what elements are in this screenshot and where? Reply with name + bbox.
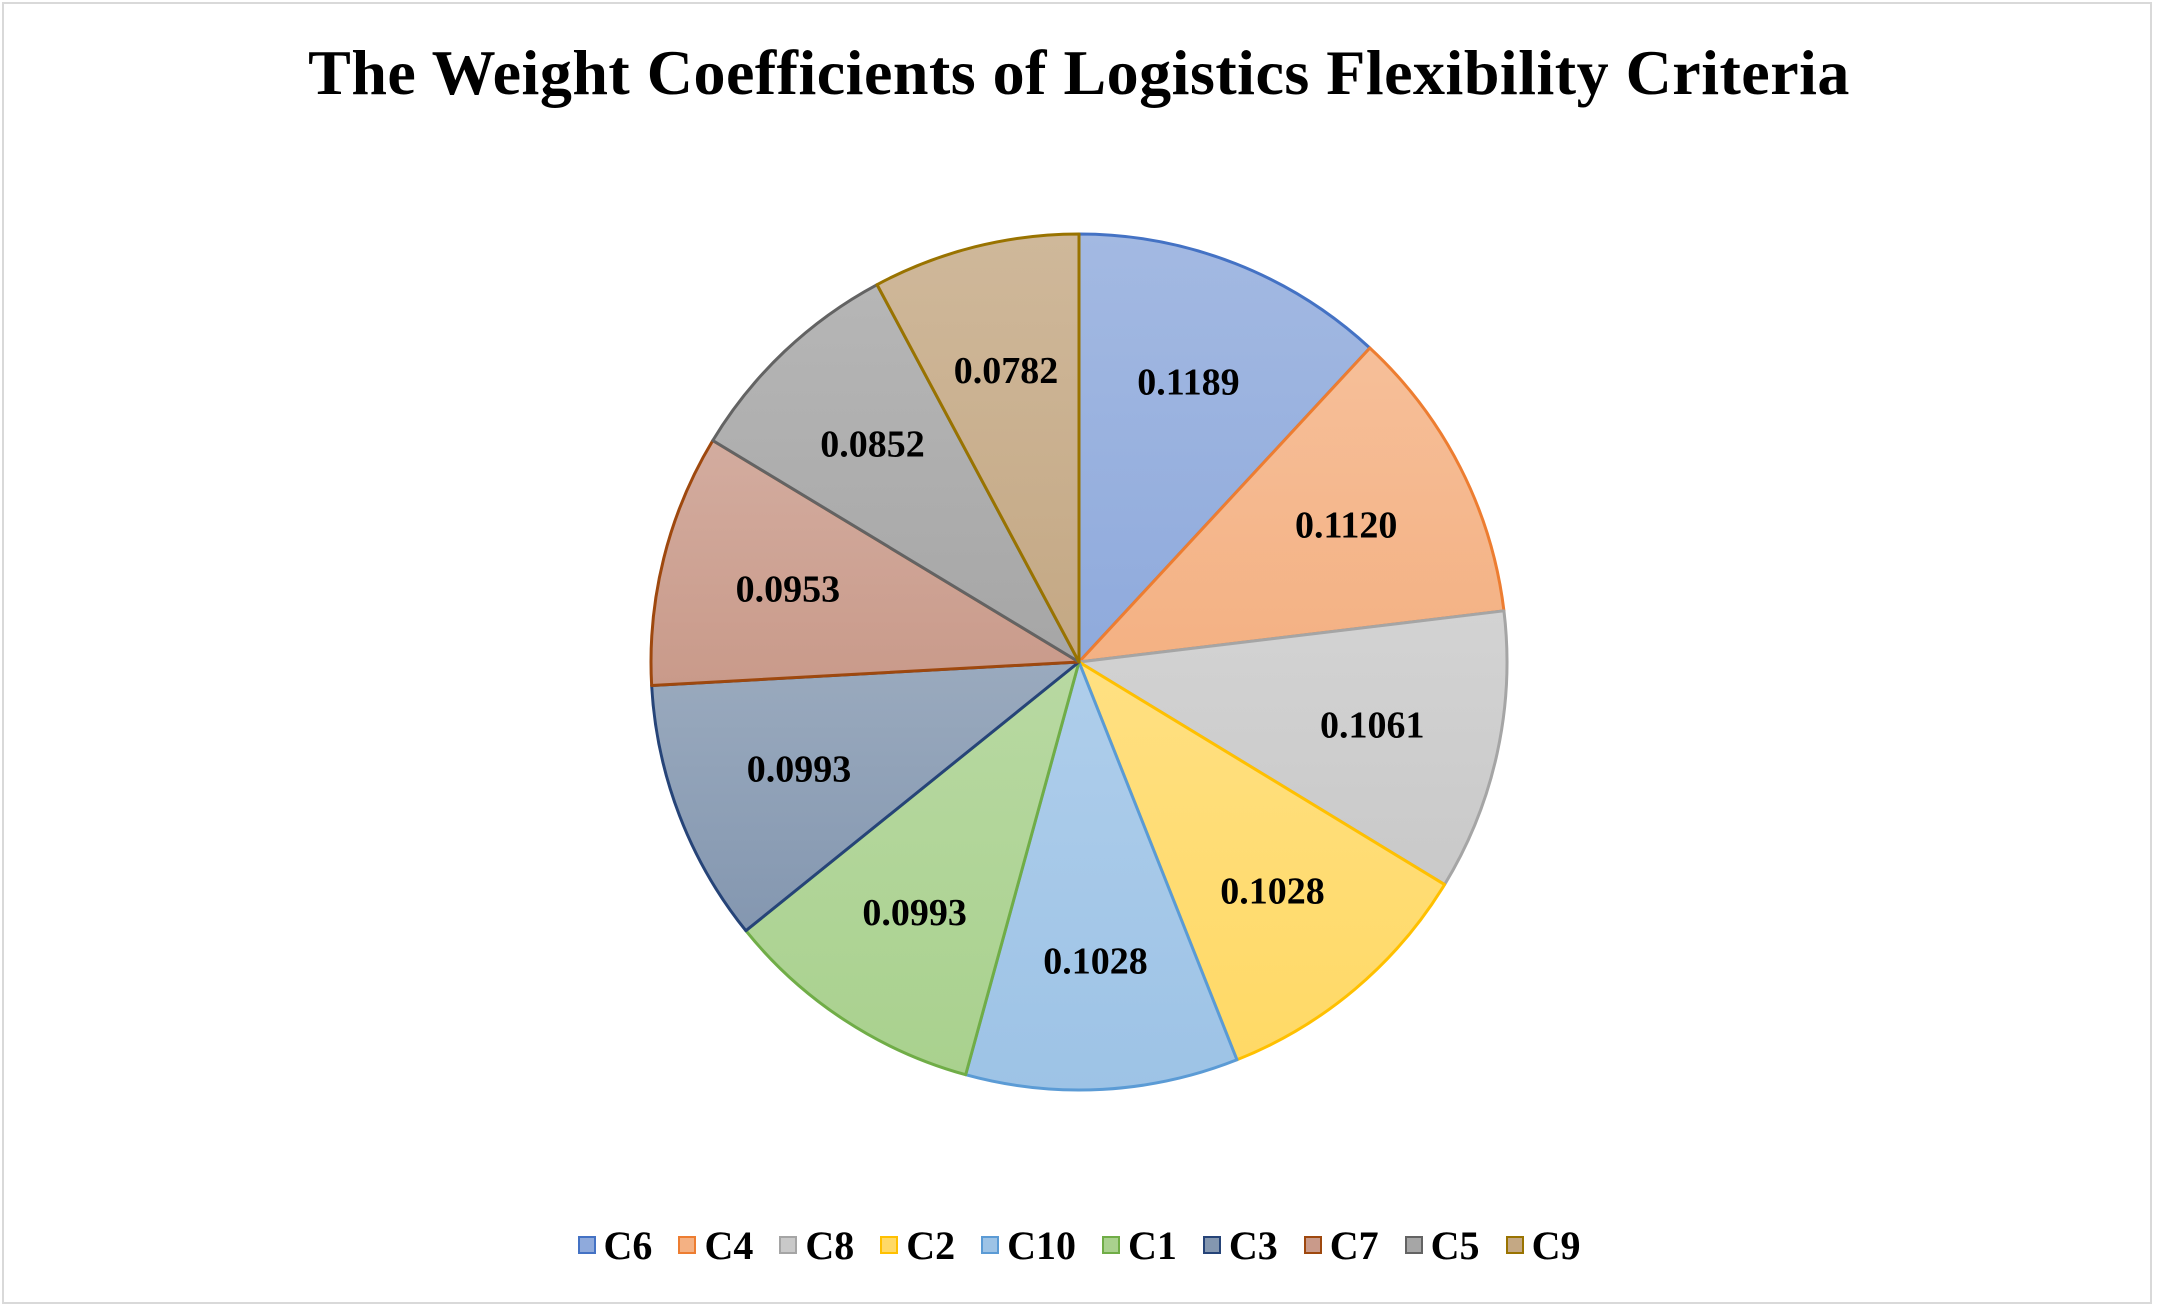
data-label-c1: 0.0993 bbox=[862, 892, 967, 934]
data-label-c6: 0.1189 bbox=[1137, 362, 1239, 404]
legend-swatch-c7 bbox=[1303, 1236, 1322, 1254]
legend: C6 C4 C8 C2 C10 C1 C3 C7 C5 C9 bbox=[0, 1222, 2158, 1268]
legend-item-c2[interactable]: C2 bbox=[880, 1222, 955, 1269]
data-label-c2: 0.1028 bbox=[1220, 870, 1325, 912]
legend-item-c3[interactable]: C3 bbox=[1202, 1222, 1278, 1269]
legend-label-c9: C9 bbox=[1531, 1222, 1581, 1268]
data-label-c9: 0.0782 bbox=[954, 350, 1059, 392]
data-label-c3: 0.0993 bbox=[747, 749, 852, 791]
data-label-c5: 0.0852 bbox=[820, 423, 925, 465]
pie-slice-c2[interactable] bbox=[1077, 660, 1447, 1062]
pie-slice-c8[interactable] bbox=[1077, 609, 1509, 887]
legend-swatch-c2 bbox=[880, 1236, 899, 1254]
legend-item-c1[interactable]: C1 bbox=[1102, 1222, 1177, 1269]
chart-title: The Weight Coefficients of Logistics Fle… bbox=[308, 37, 1850, 108]
legend-swatch-c3 bbox=[1202, 1236, 1221, 1254]
legend-swatch-c10 bbox=[981, 1236, 1000, 1254]
legend-label-c2: C2 bbox=[906, 1222, 956, 1268]
legend-swatch-c4 bbox=[678, 1236, 697, 1254]
data-label-c7: 0.0953 bbox=[736, 568, 841, 610]
legend-label-c7: C7 bbox=[1329, 1222, 1379, 1268]
pie-slice-c7[interactable] bbox=[649, 438, 1081, 687]
legend-item-c7[interactable]: C7 bbox=[1303, 1222, 1379, 1269]
legend-swatch-c8 bbox=[779, 1236, 798, 1254]
legend-swatch-c5 bbox=[1404, 1236, 1423, 1254]
legend-label-c8: C8 bbox=[805, 1222, 855, 1268]
pie-slice-c6[interactable] bbox=[1077, 232, 1372, 664]
pie-slice-c3[interactable] bbox=[650, 660, 1081, 933]
legend-label-c3: C3 bbox=[1228, 1222, 1278, 1268]
data-label-c10: 0.1028 bbox=[1043, 941, 1148, 983]
pie-slice-c5[interactable] bbox=[711, 283, 1081, 664]
pie-slice-c10[interactable] bbox=[964, 660, 1239, 1092]
pie-slice-c1[interactable] bbox=[744, 660, 1081, 1077]
legend-swatch-c1 bbox=[1102, 1236, 1120, 1254]
legend-label-c1: C1 bbox=[1128, 1222, 1177, 1268]
legend-label-c5: C5 bbox=[1430, 1222, 1480, 1268]
pie-slice-c4[interactable] bbox=[1077, 346, 1506, 664]
legend-item-c6[interactable]: C6 bbox=[577, 1222, 653, 1269]
pie-slice-c9[interactable] bbox=[875, 232, 1081, 664]
legend-item-c10[interactable]: C10 bbox=[981, 1222, 1076, 1269]
legend-label-c4: C4 bbox=[704, 1222, 754, 1268]
legend-item-c5[interactable]: C5 bbox=[1404, 1222, 1480, 1269]
legend-swatch-c6 bbox=[577, 1236, 596, 1254]
legend-item-c4[interactable]: C4 bbox=[678, 1222, 753, 1269]
legend-item-c8[interactable]: C8 bbox=[779, 1222, 854, 1269]
legend-label-c10: C10 bbox=[1007, 1222, 1076, 1268]
legend-item-c9[interactable]: C9 bbox=[1505, 1222, 1581, 1269]
data-label-c8: 0.1061 bbox=[1320, 705, 1425, 747]
data-label-c4: 0.1120 bbox=[1295, 505, 1397, 547]
legend-swatch-c9 bbox=[1505, 1236, 1524, 1254]
legend-label-c6: C6 bbox=[603, 1222, 653, 1268]
